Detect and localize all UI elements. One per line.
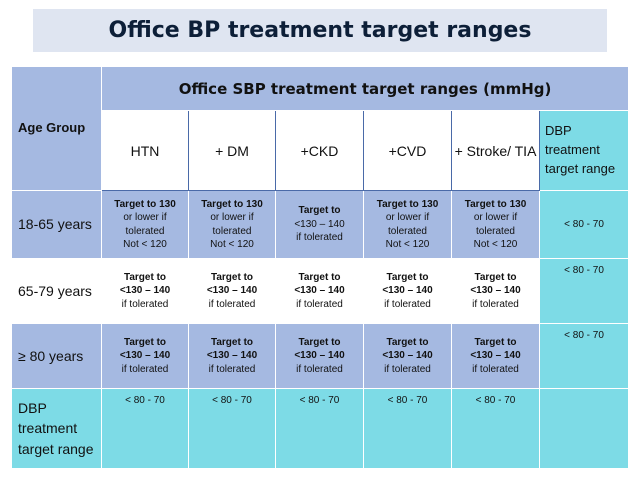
age-label: 18-65 years [11,190,102,259]
age-label: ≥ 80 years [11,323,102,389]
page-title: Office BP treatment target ranges [33,9,607,52]
age-group-header: Age Group [11,66,102,191]
target-cell: Target to <130 – 140 if tolerated [101,258,189,324]
column-header-cvd: +CVD [363,110,452,191]
target-cell: Target to 130 or lower if tolerated Not < 1… [363,190,452,259]
target-cell: Target to <130 – 140 if tolerated [275,258,364,324]
table-row: DBP treatment target range < 80 - 70 < 8… [11,388,630,469]
target-cell: Target to 130 or lower if tolerated Not < 1… [451,190,540,259]
target-cell: Target to <130 – 140 if tolerated [188,258,276,324]
dbp-range-cell: < 80 - 70 [363,388,452,469]
table-row: 18-65 years Target to 130 or lower if tole… [11,190,630,259]
target-cell: Target to <130 – 140 if tolerated [101,323,189,389]
target-cell: Target to <130 – 140 if tolerated [275,323,364,389]
age-label: 65-79 years [11,258,102,324]
column-header-dm: + DM [188,110,276,191]
target-cell: Target to <130 – 140 if tolerated [363,258,452,324]
column-header-ckd: +CKD [275,110,364,191]
dbp-range-cell: < 80 - 70 [538,323,630,389]
table-row: 65-79 years Target to <130 – 140 if tolera… [11,258,630,324]
dbp-range-cell: < 80 - 70 [451,388,540,469]
table-row: ≥ 80 years Target to <130 – 140 if tolerat… [11,323,630,389]
target-cell: Target to <130 – 140 if tolerated [451,258,540,324]
dbp-range-cell: < 80 - 70 [188,388,276,469]
dbp-range-cell: < 80 - 70 [275,388,364,469]
target-cell: Target to <130 – 140 if tolerated [451,323,540,389]
sbp-span-header: Office SBP treatment target ranges (mmHg… [100,66,630,111]
target-cell: Target to <130 – 140 if tolerated [363,323,452,389]
dbp-range-cell: < 80 - 70 [538,190,630,259]
bp-target-table: Age Group Office SBP treatment target ra… [11,66,630,469]
dbp-range-cell: < 80 - 70 [538,258,630,324]
target-cell: Target to <130 – 140 if tolerated [275,190,364,259]
column-header-stroke-tia: + Stroke/ TIA [451,110,540,191]
dbp-range-cell: < 80 - 70 [101,388,189,469]
dbp-row-label: DBP treatment target range [11,388,102,469]
empty-corner-cell [538,388,630,469]
target-cell: Target to <130 – 140 if tolerated [188,323,276,389]
target-cell: Target to 130 or lower if tolerated Not < 1… [101,190,189,259]
column-header-htn: HTN [101,110,189,191]
dbp-column-header: DBP treatment target range [538,110,630,191]
target-cell: Target to 130 or lower if tolerated Not < 1… [188,190,276,259]
